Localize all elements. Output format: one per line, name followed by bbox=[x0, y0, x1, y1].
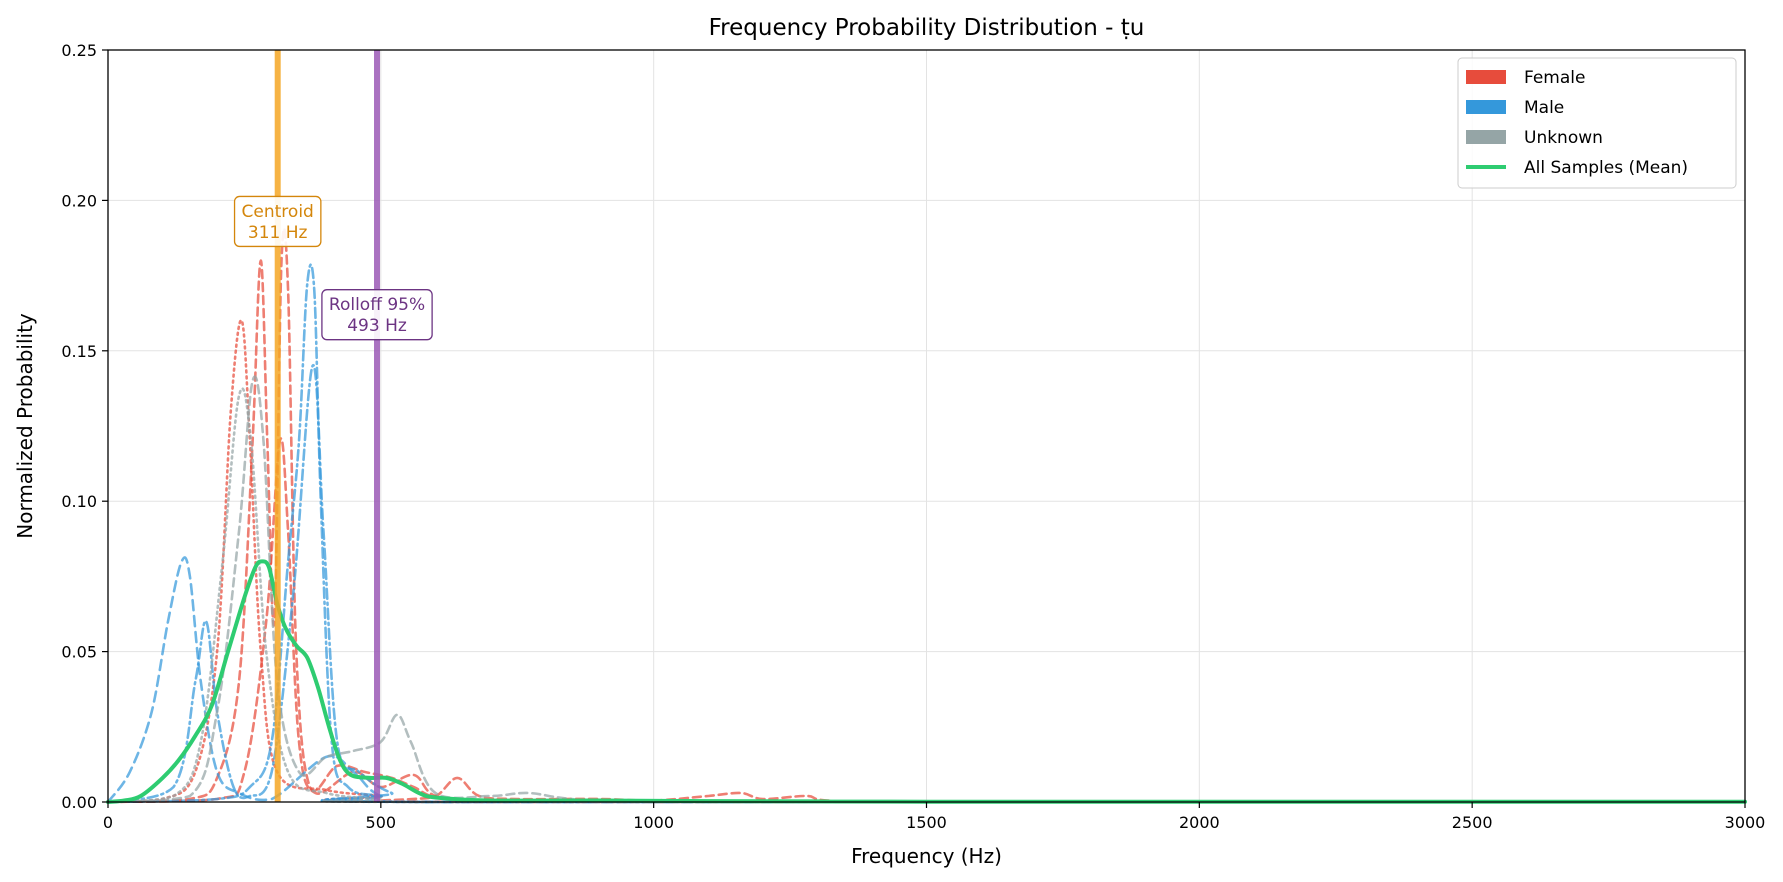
legend-label: Unknown bbox=[1524, 128, 1603, 148]
y-tick-label: 0.10 bbox=[61, 492, 97, 511]
series-line-female bbox=[106, 227, 1747, 804]
annotation-text: Rolloff 95% bbox=[329, 295, 425, 315]
x-axis-label: Frequency (Hz) bbox=[851, 844, 1002, 868]
legend-swatch bbox=[1466, 70, 1506, 84]
x-tick-label: 1000 bbox=[633, 813, 674, 832]
legend: Female Male Unknown All Samples (Mean) bbox=[1457, 57, 1737, 189]
legend-swatch bbox=[1466, 100, 1506, 114]
y-tick-label: 0.05 bbox=[61, 643, 97, 662]
x-tick-label: 1500 bbox=[906, 813, 947, 832]
legend-label: All Samples (Mean) bbox=[1524, 158, 1688, 178]
y-tick-label: 0.25 bbox=[61, 41, 97, 60]
y-tick-label: 0.00 bbox=[61, 793, 97, 812]
annotation-text: Centroid bbox=[242, 202, 314, 222]
mean-series-line bbox=[106, 559, 1747, 804]
reference-lines bbox=[274, 50, 381, 802]
axis-ticks: 0 500 1000 1500 2000 2500 3000 0.00 0.05 0.10 0.15… bbox=[61, 41, 1765, 832]
legend-label: Male bbox=[1524, 98, 1564, 118]
y-tick-label: 0.20 bbox=[61, 191, 97, 210]
legend-swatch bbox=[1466, 130, 1506, 144]
x-tick-label: 500 bbox=[366, 813, 397, 832]
x-tick-label: 2500 bbox=[1452, 813, 1493, 832]
annotation-text: 493 Hz bbox=[347, 316, 407, 336]
series-line-male bbox=[106, 364, 1747, 804]
gridlines bbox=[108, 50, 1745, 802]
legend-box bbox=[1457, 57, 1737, 189]
y-tick-label: 0.15 bbox=[61, 342, 97, 361]
x-tick-label: 2000 bbox=[1179, 813, 1220, 832]
rolloff-annotation: Rolloff 95%493 Hz bbox=[321, 289, 433, 341]
annotation-text: 311 Hz bbox=[248, 223, 308, 243]
x-tick-label: 3000 bbox=[1725, 813, 1766, 832]
y-axis-label: Normalized Probability bbox=[13, 313, 37, 539]
annotation-box bbox=[321, 289, 433, 341]
chart-title: Frequency Probability Distribution - ṭu bbox=[709, 15, 1145, 41]
annotation-box bbox=[233, 195, 322, 248]
x-tick-label: 0 bbox=[103, 813, 113, 832]
legend-label: Female bbox=[1524, 68, 1585, 88]
